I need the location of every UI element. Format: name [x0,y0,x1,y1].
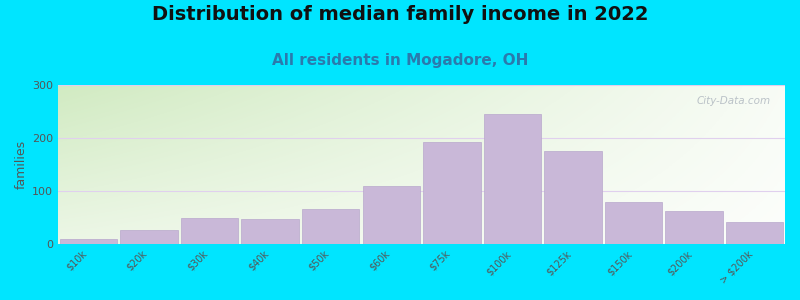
Bar [666,211,723,244]
Text: All residents in Mogadore, OH: All residents in Mogadore, OH [272,52,528,68]
Bar [302,209,359,244]
Bar [120,230,178,244]
Y-axis label: families: families [15,140,28,189]
Bar [605,202,662,244]
Bar [726,221,783,244]
Bar [181,218,238,244]
Text: City-Data.com: City-Data.com [696,96,770,106]
Bar [423,142,481,244]
Bar [60,239,118,244]
Bar [242,219,299,244]
Bar [544,151,602,244]
Bar [362,185,420,244]
Text: Distribution of median family income in 2022: Distribution of median family income in … [152,4,648,23]
Bar [484,114,542,244]
